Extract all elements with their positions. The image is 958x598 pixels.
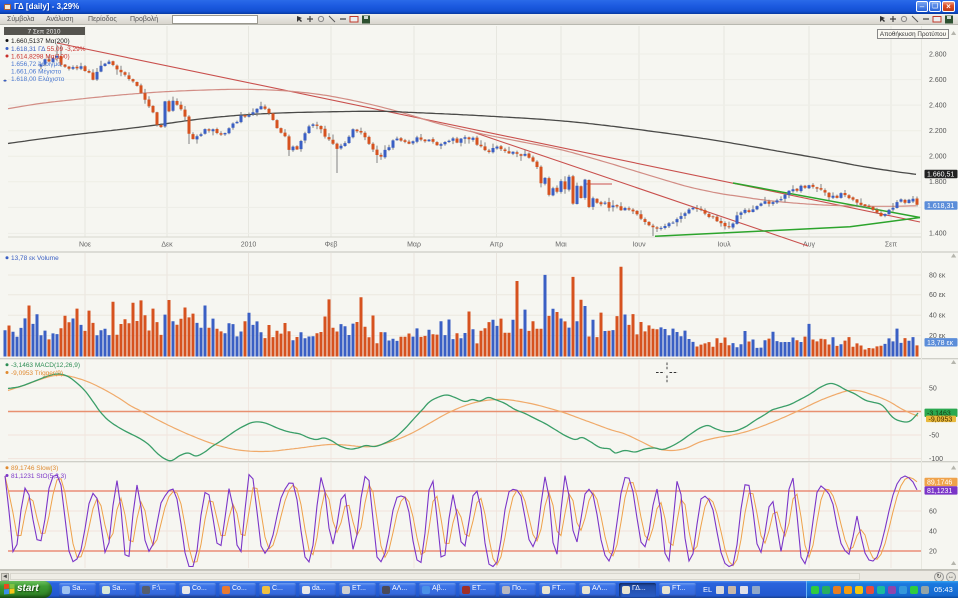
svg-text:89,1746: 89,1746 (927, 480, 952, 487)
svg-text:60: 60 (929, 508, 937, 515)
svg-text:1.660,51: 1.660,51 (927, 172, 954, 179)
svg-text:Απρ: Απρ (490, 242, 503, 249)
svg-text:2.600: 2.600 (929, 77, 947, 84)
svg-text:Μαι: Μαι (555, 242, 567, 249)
svg-text:1.618,31 ΓΔ 55,09 -3,29%: 1.618,31 ΓΔ 55,09 -3,29% (11, 46, 86, 53)
svg-text:81,1231: 81,1231 (927, 488, 952, 495)
svg-text:-50: -50 (929, 432, 939, 439)
svg-text:Ιουλ: Ιουλ (717, 242, 731, 249)
svg-text:1.400: 1.400 (929, 231, 947, 238)
svg-text:1.800: 1.800 (929, 179, 947, 186)
svg-text:13,78 εκ Volume: 13,78 εκ Volume (11, 255, 59, 262)
svg-text:81,1231 StO(5,3,3): 81,1231 StO(5,3,3) (11, 473, 66, 480)
svg-text:1.656,72 Άνοιγμα: 1.656,72 Άνοιγμα (11, 61, 61, 68)
svg-text:1.614,8298 Μα(100): 1.614,8298 Μα(100) (11, 54, 70, 61)
svg-text:7 Σεπ 2010: 7 Σεπ 2010 (27, 28, 60, 35)
svg-text:Σεπ: Σεπ (885, 242, 897, 249)
svg-text:Φεβ: Φεβ (325, 242, 338, 249)
svg-text:-3,1463: -3,1463 (927, 410, 951, 417)
svg-text:-9,0953 Trigger(9): -9,0953 Trigger(9) (11, 370, 63, 377)
svg-text:2.400: 2.400 (929, 102, 947, 109)
svg-text:20: 20 (929, 548, 937, 555)
svg-text:50: 50 (929, 385, 937, 392)
svg-text:1.660,5137 Μα(200): 1.660,5137 Μα(200) (11, 38, 70, 45)
svg-text:40: 40 (929, 528, 937, 535)
svg-text:2.200: 2.200 (929, 128, 947, 135)
svg-text:-9,0953: -9,0953 (929, 417, 953, 424)
svg-text:13,78 εκ: 13,78 εκ (927, 340, 954, 347)
svg-text:20 εκ: 20 εκ (929, 333, 946, 340)
svg-text:Μαρ: Μαρ (407, 242, 421, 249)
svg-text:Δεκ: Δεκ (161, 242, 173, 249)
svg-text:Αυγ: Αυγ (803, 242, 815, 249)
svg-text:40 εκ: 40 εκ (929, 313, 946, 320)
svg-text:Νοε: Νοε (79, 242, 91, 249)
svg-text:Ιουν: Ιουν (632, 242, 646, 249)
svg-text:60 εκ: 60 εκ (929, 292, 946, 299)
svg-text:2.000: 2.000 (929, 154, 947, 161)
svg-text:2.800: 2.800 (929, 51, 947, 58)
svg-text:-100: -100 (929, 456, 943, 463)
svg-text:1.661,06 Μέγιστο: 1.661,06 Μέγιστο (11, 68, 62, 76)
svg-text:1.618,31: 1.618,31 (927, 203, 954, 210)
svg-text:80 εκ: 80 εκ (929, 272, 946, 279)
svg-text:89,1746 Slow(3): 89,1746 Slow(3) (11, 465, 58, 472)
svg-text:1.618,00 Ελάχιστο: 1.618,00 Ελάχιστο (11, 75, 65, 83)
svg-text:2010: 2010 (241, 242, 257, 249)
svg-text:-3,1463 MACD(12,26,9): -3,1463 MACD(12,26,9) (11, 362, 80, 369)
